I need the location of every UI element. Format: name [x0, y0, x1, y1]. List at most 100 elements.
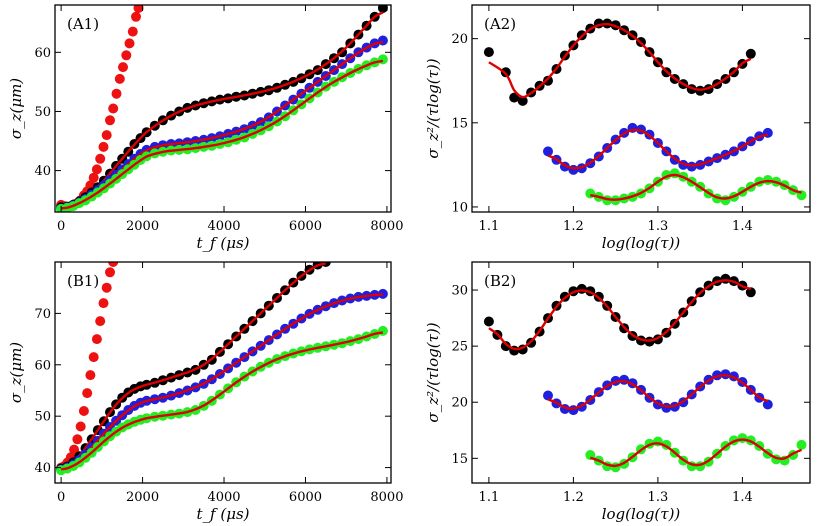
series-green — [56, 54, 388, 212]
fit-curve — [590, 173, 802, 201]
x-tick-label: 1.4 — [732, 490, 753, 505]
plot-area — [483, 18, 807, 206]
panel-b2: 1.1 1.2 1.3 1.4 15 20 25 30 (B2) log(log(τ)) σ_z²/… — [424, 261, 811, 523]
data-point — [576, 283, 587, 294]
plot-frame — [471, 261, 811, 484]
x-tick-label: 2000 — [126, 219, 159, 234]
x-tick-label: 6000 — [289, 490, 322, 505]
x-tick-label: 0 — [57, 490, 65, 505]
data-point — [124, 38, 135, 49]
y-axis-label: σ_z²/(τlog(τ)) — [424, 322, 442, 422]
data-point — [101, 130, 112, 141]
data-point — [111, 88, 122, 99]
y-axis-label: σ_z²/(τlog(τ)) — [424, 58, 442, 158]
y-axis-label: σ_z(μm) — [7, 78, 25, 139]
data-point — [796, 439, 807, 450]
x-tick-label: 1.4 — [732, 219, 753, 234]
y-tick-label: 60 — [34, 358, 51, 373]
fit-curve — [60, 262, 327, 469]
data-point — [85, 370, 96, 381]
series-black — [483, 273, 756, 356]
y-tick-label: 50 — [34, 410, 51, 425]
data-point — [737, 433, 748, 444]
series-black — [483, 18, 756, 106]
fit-curve — [547, 374, 769, 410]
x-tick-label: 1.3 — [648, 219, 669, 234]
data-point — [543, 75, 553, 86]
plot-frame — [54, 261, 392, 484]
data-point — [101, 282, 112, 293]
fit-curve — [60, 293, 383, 470]
data-point — [720, 273, 731, 284]
data-point — [745, 48, 756, 59]
x-tick-label: 6000 — [289, 219, 322, 234]
data-point — [762, 399, 773, 410]
panel-label: (B2) — [484, 272, 516, 290]
data-point — [98, 298, 109, 309]
data-point — [121, 50, 132, 61]
x-tick-label: 1.2 — [563, 490, 584, 505]
y-tick-label: 15 — [451, 452, 468, 467]
series-blue — [56, 288, 388, 475]
fit-curve — [488, 22, 752, 99]
data-point — [377, 35, 388, 46]
y-tick-label: 30 — [451, 284, 468, 299]
x-axis-label: log(log(τ)) — [602, 505, 681, 523]
data-point — [82, 388, 93, 399]
data-point — [88, 172, 99, 183]
fit-curve — [60, 11, 384, 209]
y-tick-label: 10 — [451, 200, 468, 215]
y-tick-label: 15 — [451, 116, 468, 131]
data-point — [131, 11, 141, 22]
data-point — [105, 267, 115, 278]
data-point — [377, 5, 388, 13]
data-point — [88, 352, 99, 363]
x-tick-label: 1.3 — [648, 490, 669, 505]
x-tick-label: 4000 — [207, 490, 240, 505]
data-point — [78, 406, 89, 416]
panel-label: (B1) — [67, 272, 99, 290]
data-point — [75, 421, 86, 432]
y-tick-label: 70 — [34, 307, 51, 322]
data-point — [95, 153, 106, 164]
y-tick-label: 25 — [451, 340, 468, 355]
y-tick-label: 50 — [34, 105, 51, 120]
y-tick-label: 40 — [34, 164, 51, 179]
y-tick-label: 20 — [451, 396, 468, 411]
data-point — [377, 288, 388, 299]
data-point — [108, 103, 119, 114]
x-tick-label: 8000 — [370, 219, 403, 234]
data-point — [543, 146, 553, 157]
data-point — [98, 141, 109, 152]
data-point — [377, 54, 388, 65]
panel-a1: 0 2000 4000 6000 8000 40 50 60 (A1) t_f (μs) σ_z(μ… — [7, 4, 403, 252]
panel-b1: 0 2000 4000 6000 8000 40 50 60 70 (B1) t_f (μs) σ_z… — [7, 261, 403, 523]
fit-curve — [547, 128, 769, 170]
x-tick-label: 1.1 — [479, 490, 500, 505]
y-axis-label: σ_z(μm) — [7, 342, 25, 403]
x-tick-label: 8000 — [370, 490, 403, 505]
data-point — [118, 62, 128, 73]
fit-curve — [60, 331, 384, 471]
data-point — [69, 444, 80, 455]
x-axis-label: log(log(τ)) — [602, 234, 681, 252]
series-green — [585, 433, 807, 473]
data-point — [483, 47, 494, 58]
data-point — [509, 92, 520, 103]
fit-curve — [488, 279, 752, 351]
x-tick-label: 1.2 — [563, 219, 584, 234]
data-point — [483, 316, 494, 327]
fit-curve — [60, 59, 384, 210]
data-point — [72, 434, 83, 445]
data-point — [745, 287, 756, 298]
data-point — [377, 325, 388, 336]
x-tick-label: 2000 — [126, 490, 159, 505]
data-point — [114, 73, 125, 84]
data-point — [133, 5, 144, 13]
data-point — [108, 262, 119, 267]
panel-label: (A2) — [484, 15, 516, 33]
data-point — [127, 26, 138, 37]
plot-frame — [471, 4, 811, 213]
fit-curve — [589, 438, 802, 468]
